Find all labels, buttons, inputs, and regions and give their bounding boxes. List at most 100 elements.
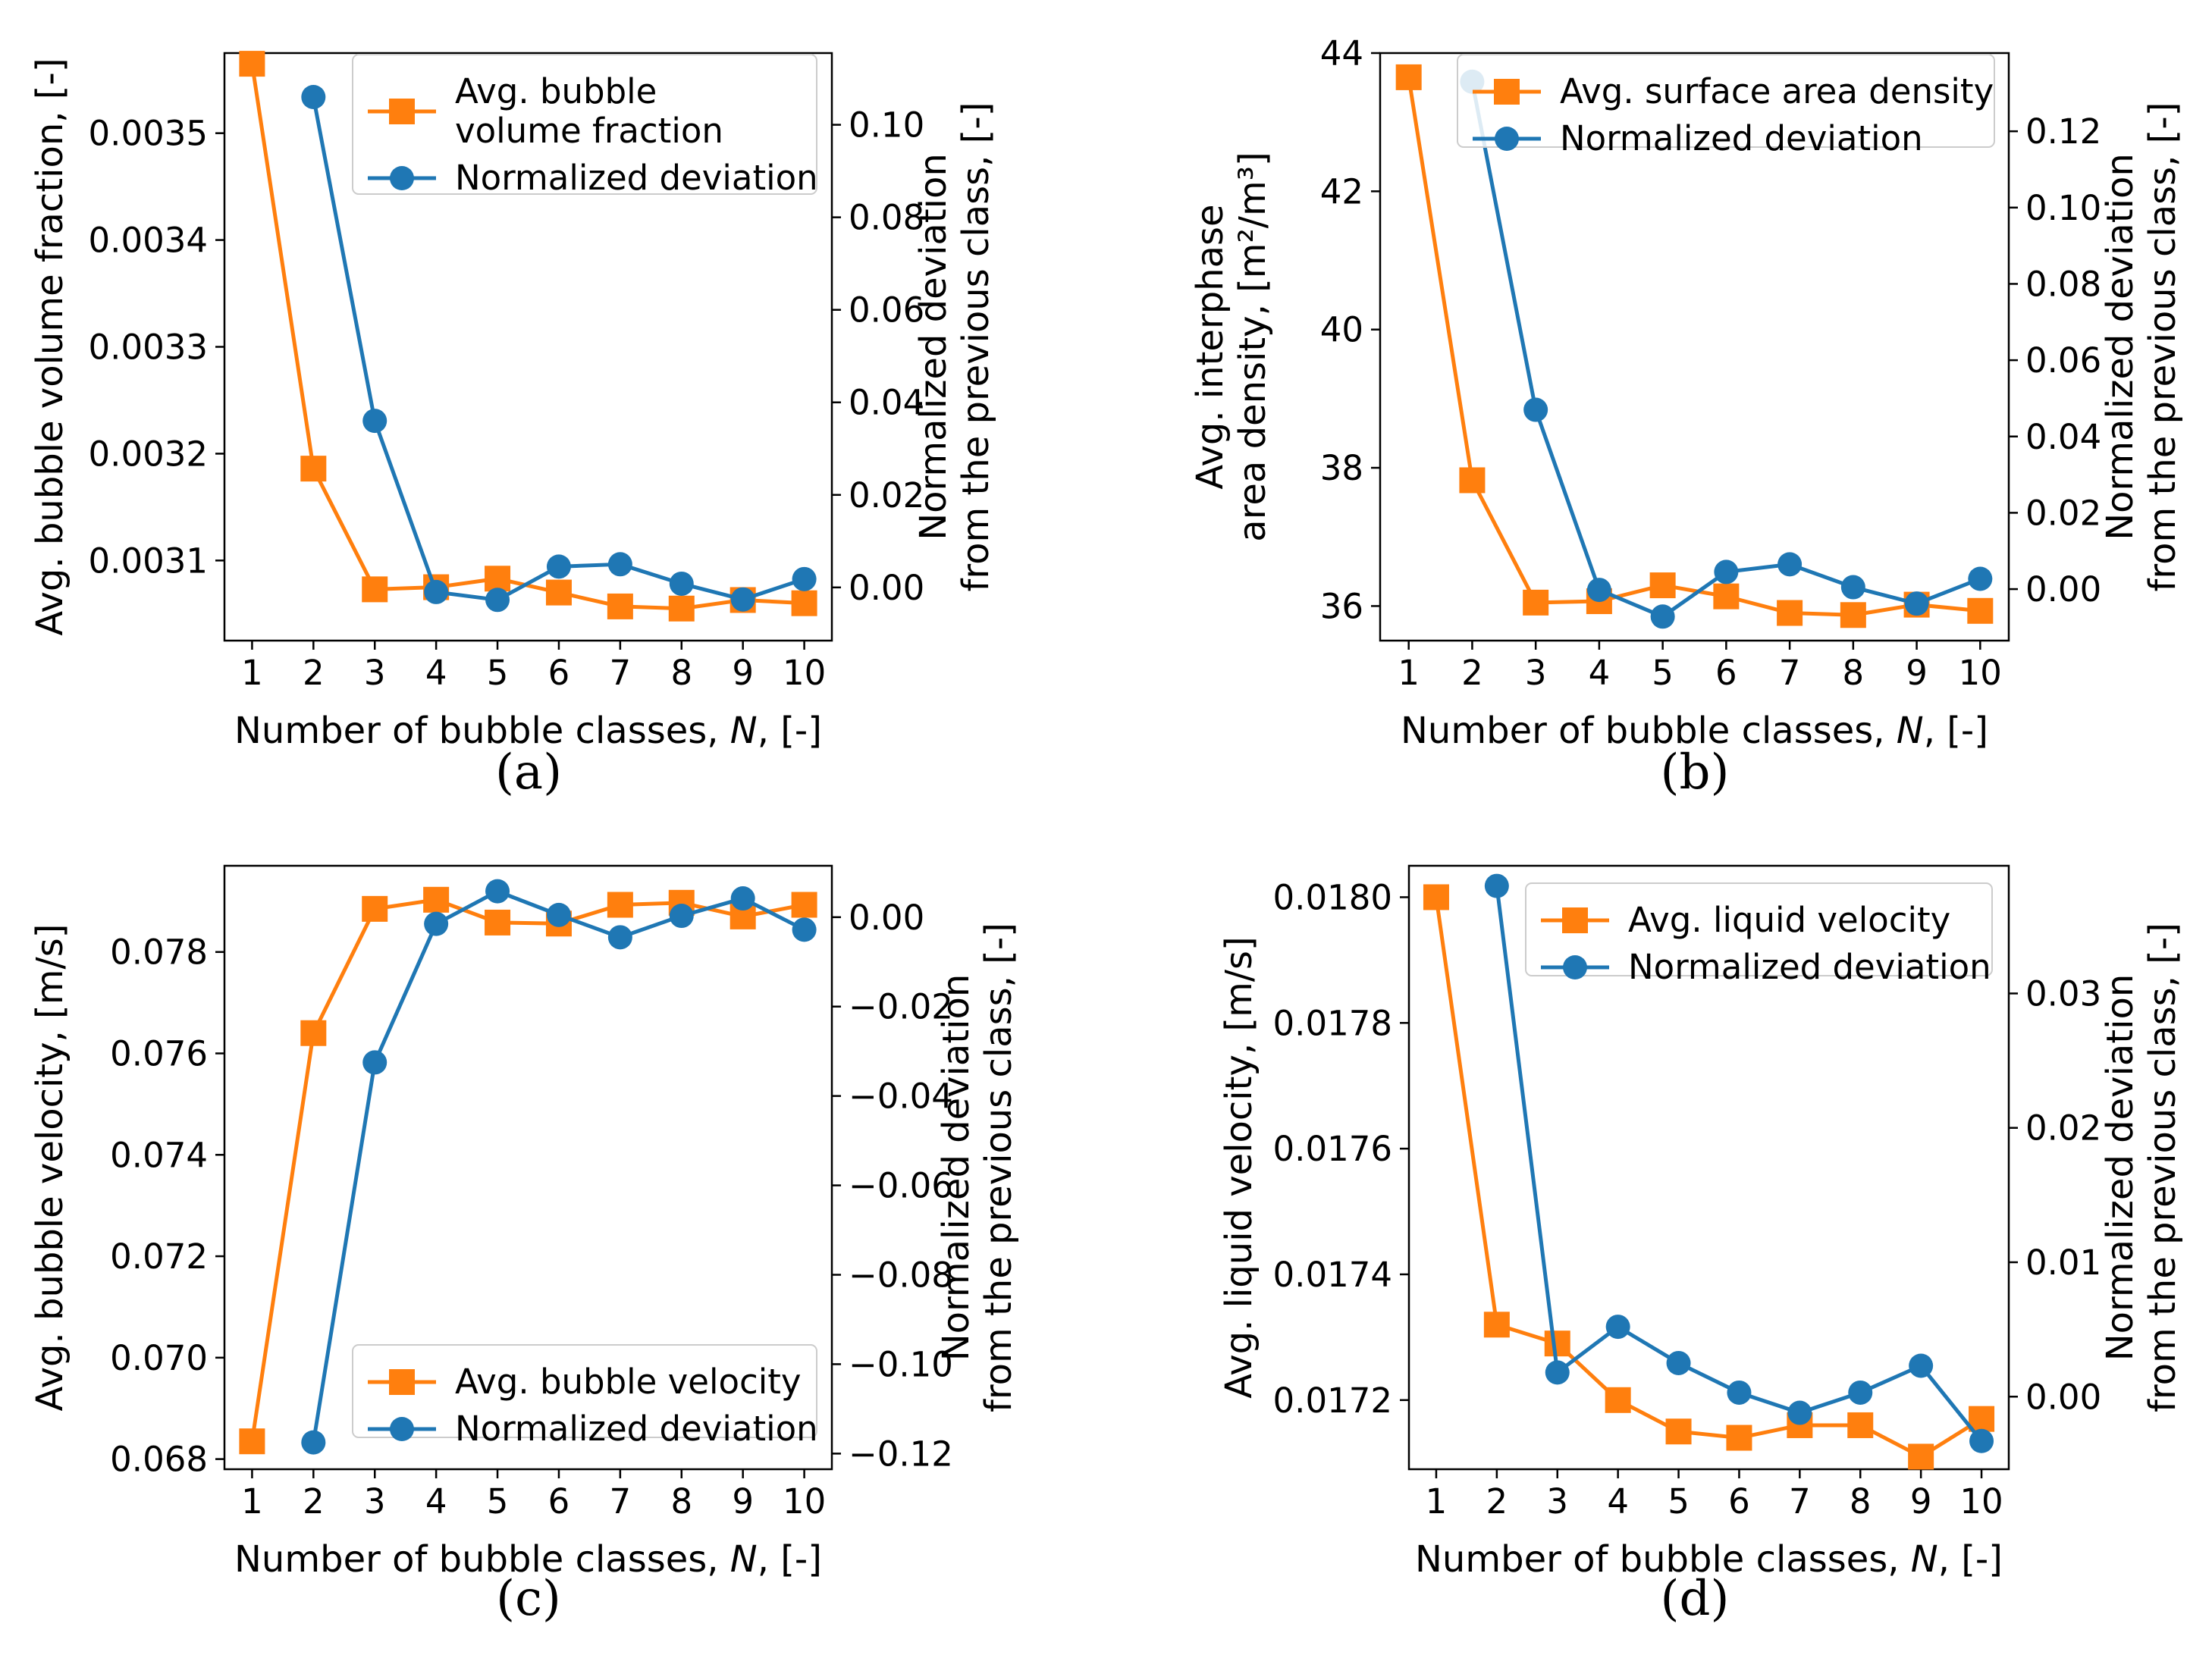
data-point-square bbox=[423, 886, 450, 913]
legend-label: Normalized deviation bbox=[1560, 118, 1923, 158]
x-tick-label: 1 bbox=[241, 1481, 263, 1522]
x-axis-label: Number of bubble classes, N, [-] bbox=[234, 1538, 822, 1581]
legend-marker-square bbox=[1562, 907, 1588, 933]
x-tick-label: 8 bbox=[670, 653, 692, 693]
data-point-square bbox=[607, 892, 633, 918]
x-tick-label: 1 bbox=[241, 653, 263, 693]
x-axis-label-post: , [-] bbox=[758, 1538, 822, 1581]
data-point-square bbox=[1544, 1330, 1570, 1357]
panel-caption: (a) bbox=[495, 744, 562, 801]
y-tick-label: 0.076 bbox=[110, 1033, 208, 1073]
x-tick-label: 5 bbox=[487, 1481, 509, 1522]
y2-tick-label: 0.01 bbox=[2025, 1243, 2101, 1283]
y2-tick-label: 0.06 bbox=[849, 290, 924, 331]
data-point-square bbox=[1395, 64, 1422, 90]
data-point-circle bbox=[301, 1430, 326, 1455]
y-tick-label: 0.0032 bbox=[89, 434, 208, 474]
data-point-circle bbox=[1545, 1360, 1570, 1385]
y2-tick-label: 0.08 bbox=[2025, 264, 2101, 304]
y2-tick-label: 0.10 bbox=[849, 105, 924, 146]
data-point-circle bbox=[424, 579, 449, 604]
y-tick-label: 0.0178 bbox=[1273, 1003, 1392, 1043]
y-tick-label: 0.072 bbox=[110, 1236, 208, 1277]
x-tick-label: 10 bbox=[1959, 1481, 2003, 1522]
y-tick-label: 0.0035 bbox=[89, 114, 208, 154]
data-point-square bbox=[1726, 1425, 1752, 1451]
data-point-square bbox=[1908, 1443, 1934, 1470]
y-tick-label: 0.0031 bbox=[89, 541, 208, 581]
data-point-square bbox=[1665, 1418, 1692, 1445]
data-point-circle bbox=[669, 571, 694, 596]
y2-axis-label: Normalized deviation bbox=[2099, 974, 2141, 1362]
x-tick-label: 7 bbox=[1789, 1481, 1811, 1522]
y2-tick-label: 0.03 bbox=[2025, 973, 2101, 1014]
x-tick-label: 2 bbox=[303, 653, 325, 693]
y-tick-label: 42 bbox=[1320, 171, 1363, 212]
x-tick-label: 2 bbox=[1461, 653, 1483, 693]
y-tick-label: 0.0172 bbox=[1273, 1381, 1392, 1421]
series-line-orange bbox=[249, 898, 805, 1442]
x-tick-label: 9 bbox=[1910, 1481, 1932, 1522]
x-tick-label: 1 bbox=[1426, 1481, 1448, 1522]
data-point-circle bbox=[485, 879, 510, 904]
x-tick-label: 10 bbox=[1959, 653, 2002, 693]
legend-marker-circle bbox=[390, 1417, 414, 1441]
legend-box bbox=[1457, 54, 1995, 148]
data-point-square bbox=[1967, 597, 1994, 624]
x-tick-label: 9 bbox=[1906, 653, 1928, 693]
y-tick-label: 40 bbox=[1320, 310, 1363, 350]
x-tick-label: 1 bbox=[1398, 653, 1420, 693]
legend-box bbox=[352, 54, 817, 195]
x-tick-label: 4 bbox=[1607, 1481, 1629, 1522]
data-point-square bbox=[1713, 583, 1740, 610]
x-tick-label: 4 bbox=[425, 1481, 447, 1522]
y-tick-label: 0.074 bbox=[110, 1135, 208, 1175]
x-axis-label-pre: Number of bubble classes, bbox=[234, 710, 730, 752]
y2-axis-label: from the previous class, [-] bbox=[977, 923, 1020, 1412]
data-point-circle bbox=[792, 917, 817, 942]
data-point-square bbox=[668, 595, 695, 622]
y-tick-label: 36 bbox=[1320, 586, 1363, 626]
legend-marker-circle bbox=[1563, 955, 1587, 979]
data-point-circle bbox=[362, 409, 387, 434]
y-tick-label: 0.0176 bbox=[1273, 1129, 1392, 1169]
x-tick-label: 8 bbox=[1843, 653, 1865, 693]
y2-axis-label: from the previous class, [-] bbox=[955, 102, 997, 592]
data-point-circle bbox=[485, 588, 510, 613]
plot-frame bbox=[1407, 864, 2010, 1471]
x-tick-label: 7 bbox=[1779, 653, 1801, 693]
data-point-square bbox=[1523, 589, 1549, 616]
x-tick-label: 3 bbox=[1525, 653, 1547, 693]
y2-tick-label: 0.10 bbox=[2025, 188, 2101, 228]
x-axis-label-pre: Number of bubble classes, bbox=[1415, 1538, 1911, 1581]
series-line-orange bbox=[1434, 897, 1983, 1459]
y2-tick-label: 0.02 bbox=[849, 475, 924, 516]
data-point-circle bbox=[607, 552, 632, 577]
x-tick-label: 8 bbox=[1850, 1481, 1872, 1522]
data-point-square bbox=[1649, 572, 1676, 599]
data-point-circle bbox=[1848, 1380, 1873, 1405]
data-point-square bbox=[300, 456, 327, 482]
x-tick-label: 9 bbox=[732, 653, 754, 693]
y-tick-label: 0.0033 bbox=[89, 328, 208, 368]
x-axis-label-pre: Number of bubble classes, bbox=[1401, 710, 1897, 752]
x-tick-label: 5 bbox=[1652, 653, 1674, 693]
x-axis-label: Number of bubble classes, N, [-] bbox=[234, 710, 822, 752]
x-axis-label-var: N bbox=[1897, 710, 1924, 752]
y-axis-label: Avg. liquid velocity, [m/s] bbox=[1218, 936, 1260, 1399]
x-axis-label: Number of bubble classes, N, [-] bbox=[1401, 710, 1988, 752]
x-tick-label: 7 bbox=[610, 1481, 632, 1522]
x-tick-label: 7 bbox=[610, 653, 632, 693]
y2-tick-label: 0.00 bbox=[2025, 1377, 2101, 1417]
legend-label: Normalized deviation bbox=[455, 158, 818, 198]
panel-c: 1 2 3 4 5 6 7 8 9 10 0.068 0.070 0.072 0.074 0.076 0.07… bbox=[29, 864, 1020, 1627]
y2-tick-label: −0.12 bbox=[849, 1434, 953, 1474]
legend-label: Avg. bubble bbox=[455, 71, 657, 111]
data-point-circle bbox=[730, 587, 755, 612]
x-axis-label-post: , [-] bbox=[758, 710, 822, 752]
y-tick-label: 0.070 bbox=[110, 1338, 208, 1378]
panel-a: 1 2 3 4 5 6 7 8 9 10 0.0031 0.0032 0.0033 0.0034 0.003… bbox=[29, 51, 997, 801]
y-axis-label: Avg. bubble volume fraction, [-] bbox=[29, 58, 71, 635]
data-point-circle bbox=[301, 84, 326, 109]
